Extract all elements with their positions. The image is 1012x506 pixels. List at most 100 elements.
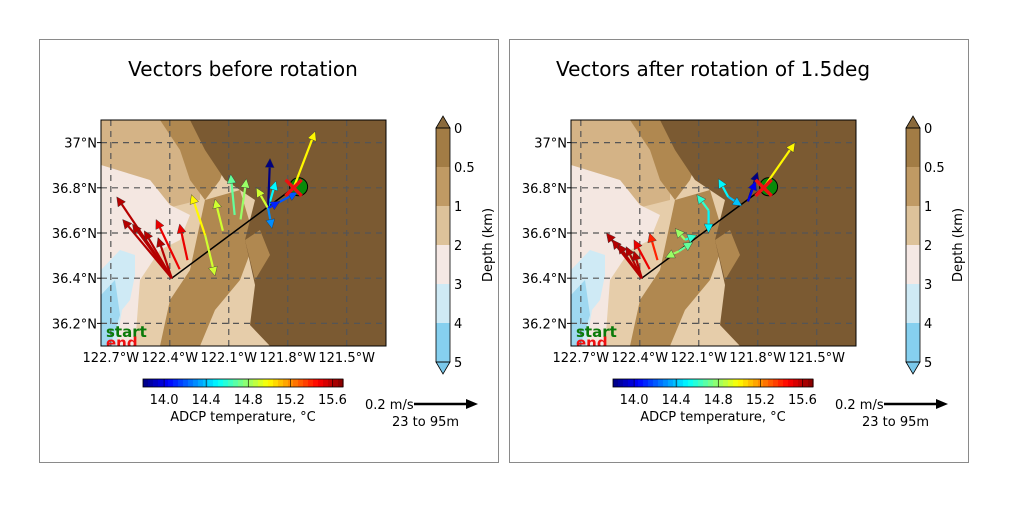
temperature-colorbar-segment — [333, 379, 339, 387]
temperature-colorbar-segment — [268, 379, 274, 387]
y-tick-label: 36.2°N — [52, 317, 97, 332]
temperature-colorbar-segment — [278, 379, 284, 387]
current-vector-head — [269, 201, 281, 211]
y-tick-label: 36.4°N — [52, 272, 97, 287]
y-tick-label: 36.6°N — [52, 227, 97, 242]
temperature-colorbar-label: ADCP temperature, °C — [640, 410, 786, 425]
panel-before-rotation: Vectors before rotation start end 122.7°W 12… — [39, 39, 499, 463]
depth-colorbar-segment — [906, 167, 920, 206]
temperature-tick-label: 14.8 — [704, 393, 733, 408]
depth-tick-label: 0 — [924, 122, 932, 137]
depth-tick-label: 3 — [454, 278, 462, 293]
temperature-tick-label: 14.4 — [662, 393, 691, 408]
temperature-colorbar-segment — [253, 379, 259, 387]
current-vector-head — [116, 196, 126, 208]
depth-colorbar-segment — [436, 323, 450, 362]
temperature-colorbar-segment — [758, 379, 764, 387]
temperature-colorbar-segment — [258, 379, 264, 387]
temperature-colorbar-segment — [238, 379, 244, 387]
scale-depth-label: 23 to 95m — [862, 415, 929, 430]
ridge — [715, 230, 740, 280]
current-vector-shaft — [266, 167, 271, 209]
temperature-colorbar-segment — [338, 379, 344, 387]
temperature-tick-label: 15.2 — [276, 393, 305, 408]
temperature-colorbar-segment — [158, 379, 164, 387]
current-vector-head — [155, 219, 165, 230]
end-x-marker — [284, 178, 303, 198]
depth-colorbar-frame — [435, 127, 451, 363]
current-vector-shaft — [180, 232, 189, 261]
temperature-colorbar-segment — [288, 379, 294, 387]
y-tick-label: 37°N — [64, 137, 97, 152]
x-tick-label: 121.5°W — [318, 351, 375, 366]
scale-speed-label: 0.2 m/s — [365, 398, 414, 413]
temperature-colorbar-segment — [213, 379, 219, 387]
current-vector-shaft — [746, 189, 754, 202]
ridge — [245, 230, 270, 280]
current-vector-head — [631, 250, 642, 262]
current-vector-head — [122, 219, 133, 230]
depth-colorbar-segment — [436, 284, 450, 323]
current-vector-head — [189, 194, 199, 205]
current-vector-head — [747, 180, 757, 192]
temperature-colorbar-segment — [713, 379, 719, 387]
temperature-colorbar-segment — [643, 379, 649, 387]
x-tick-label: 122.7°W — [83, 351, 140, 366]
temperature-colorbar-segment — [708, 379, 714, 387]
scale-arrow-head — [466, 399, 478, 409]
depth-tick-label: 3 — [924, 278, 932, 293]
temperature-colorbar-segment — [303, 379, 309, 387]
current-vector-head — [287, 192, 298, 201]
temperature-tick-label: 14.8 — [234, 393, 263, 408]
temperature-colorbar-segment — [318, 379, 324, 387]
temperature-colorbar-segment — [193, 379, 199, 387]
y-tick-label: 36.8°N — [52, 182, 97, 197]
x-tick-label: 122.7°W — [553, 351, 610, 366]
temperature-colorbar-segment — [663, 379, 669, 387]
temperature-colorbar-segment — [298, 379, 304, 387]
temperature-colorbar-segment — [698, 379, 704, 387]
temperature-colorbar-frame — [142, 378, 344, 388]
temperature-colorbar-segment — [723, 379, 729, 387]
temperature-colorbar-segment — [153, 379, 159, 387]
current-vector-shaft — [159, 245, 173, 279]
temperature-colorbar-segment — [273, 379, 279, 387]
current-vector-head — [256, 187, 266, 199]
temperature-colorbar-segment — [678, 379, 684, 387]
temperature-colorbar-segment — [788, 379, 794, 387]
current-vector-head — [633, 239, 643, 251]
temperature-colorbar-segment — [803, 379, 809, 387]
temperature-colorbar-segment — [653, 379, 659, 387]
canyon-lower — [630, 190, 725, 346]
current-vector-shaft — [259, 195, 270, 209]
current-vector-head — [612, 239, 622, 251]
temperature-colorbar-segment — [753, 379, 759, 387]
scale-arrow-head — [936, 399, 948, 409]
current-vector-head — [268, 180, 279, 192]
current-vector-shaft — [651, 241, 659, 261]
current-vector-head — [731, 196, 743, 207]
current-vector-shaft — [204, 235, 214, 268]
current-vector-head — [664, 249, 676, 259]
current-vector-shaft — [267, 204, 273, 210]
current-vector-head — [156, 237, 166, 248]
current-vector-shaft — [216, 207, 224, 232]
y-tick-label: 37°N — [534, 137, 567, 152]
temperature-colorbar-segment — [693, 379, 699, 387]
depth-colorbar-label: Depth (km) — [951, 208, 966, 282]
depth-colorbar-top-arrow — [905, 115, 921, 129]
depth-colorbar-segment — [436, 245, 450, 284]
temperature-colorbar-segment — [718, 379, 724, 387]
temperature-colorbar-segment — [738, 379, 744, 387]
current-vector-shaft — [680, 234, 686, 241]
temperature-colorbar-segment — [728, 379, 734, 387]
y-tick-label: 36.4°N — [522, 272, 567, 287]
temperature-colorbar-label: ADCP temperature, °C — [170, 410, 316, 425]
temperature-colorbar-segment — [638, 379, 644, 387]
x-tick-label: 121.8°W — [729, 351, 786, 366]
temperature-colorbar-segment — [168, 379, 174, 387]
temperature-tick-label: 15.2 — [746, 393, 775, 408]
end-x-marker — [754, 178, 773, 198]
temperature-colorbar-segment — [293, 379, 299, 387]
